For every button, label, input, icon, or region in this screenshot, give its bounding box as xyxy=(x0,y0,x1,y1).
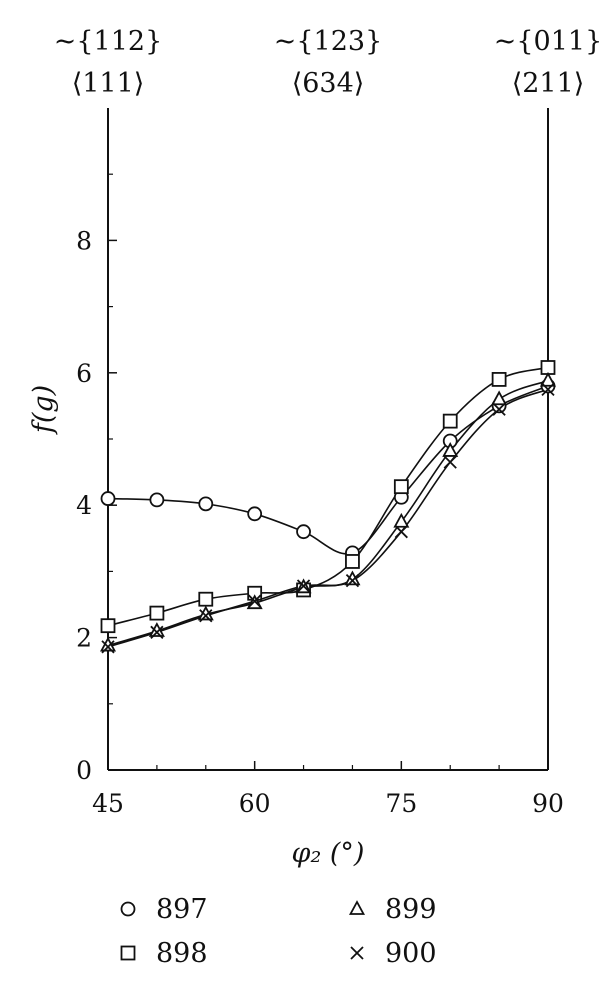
y-tick-label: 4 xyxy=(76,491,92,520)
series-line-898 xyxy=(107,366,549,627)
top-label-plane: ~{123} xyxy=(274,26,383,57)
data-point-900 xyxy=(248,594,262,608)
data-point-897 xyxy=(149,492,165,508)
y-axis-title: f(g) xyxy=(28,385,59,435)
legend-marker-899 xyxy=(348,900,366,915)
data-point-900 xyxy=(394,525,408,539)
data-point-900 xyxy=(443,455,457,469)
top-labels: ~{112} ⟨111⟩ ~{123} ⟨634⟩ ~{011} ⟨211⟩ xyxy=(54,26,600,99)
y-tick-label: 8 xyxy=(76,226,92,255)
data-point-900 xyxy=(492,402,506,416)
series-line-899 xyxy=(107,379,549,647)
y-tick-label: 6 xyxy=(76,359,92,388)
data-point-898 xyxy=(491,372,507,387)
data-point-898 xyxy=(393,479,409,495)
data-point-897 xyxy=(296,524,311,540)
legend-marker-897 xyxy=(120,901,136,917)
y-tick-label: 2 xyxy=(76,624,92,653)
data-point-898 xyxy=(100,618,116,634)
data-point-900 xyxy=(345,574,360,588)
top-label-plane: ~{011} xyxy=(494,26,600,57)
data-point-900 xyxy=(199,609,213,623)
data-point-900 xyxy=(150,625,164,639)
top-label-direction: ⟨111⟩ xyxy=(72,68,145,99)
data-point-897 xyxy=(247,506,263,522)
series-line-900 xyxy=(107,388,549,648)
data-point-897 xyxy=(100,491,116,506)
x-tick-label: 60 xyxy=(239,789,271,818)
data-point-898 xyxy=(442,413,458,429)
x-axis-title: φ₂ (°) xyxy=(292,838,365,869)
legend-marker-900 xyxy=(350,946,364,960)
data-point-900 xyxy=(296,579,311,593)
x-tick-label: 90 xyxy=(532,789,564,818)
data-point-899 xyxy=(491,390,508,406)
series-curves xyxy=(107,366,549,648)
y-tick-label: 0 xyxy=(76,756,92,785)
series-line-897 xyxy=(107,385,549,555)
legend-label-899: 899 xyxy=(385,894,437,925)
series-markers xyxy=(99,360,557,654)
legend: 897 898 899 900 xyxy=(120,894,437,969)
data-point-898 xyxy=(149,605,165,621)
data-point-898 xyxy=(345,554,360,569)
data-point-899 xyxy=(393,512,410,528)
data-point-900 xyxy=(101,640,115,654)
data-point-900 xyxy=(541,382,555,396)
legend-label-898: 898 xyxy=(156,938,208,969)
top-label-plane: ~{112} xyxy=(54,26,163,57)
data-point-899 xyxy=(539,371,557,387)
legend-marker-898 xyxy=(120,945,136,961)
data-point-898 xyxy=(198,591,214,607)
data-point-897 xyxy=(198,496,214,512)
axes: 0 2 4 6 8 45 60 75 90 xyxy=(76,108,564,818)
top-label-direction: ⟨211⟩ xyxy=(512,68,585,99)
legend-label-897: 897 xyxy=(156,894,208,925)
x-tick-label: 75 xyxy=(385,789,417,818)
data-point-899 xyxy=(442,442,459,457)
x-tick-label: 45 xyxy=(92,789,124,818)
top-label-direction: ⟨634⟩ xyxy=(292,68,365,99)
legend-label-900: 900 xyxy=(385,938,437,969)
